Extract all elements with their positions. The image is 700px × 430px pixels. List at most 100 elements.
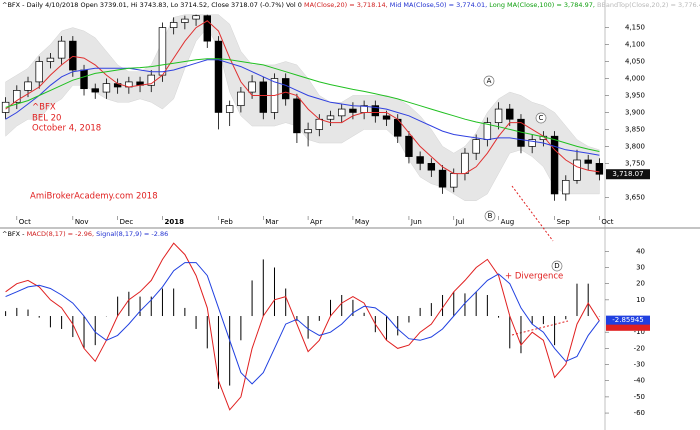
histogram-bar [509,316,511,349]
histogram-bar [442,294,444,317]
histogram-bar [285,288,287,317]
candle-body [237,91,245,107]
y-tick-label: 3,800 [625,142,645,150]
candle-body [147,74,155,86]
histogram-bar [318,316,320,321]
candle-body [472,139,480,154]
histogram-bar [363,312,365,317]
histogram-bar [61,316,63,329]
y-tick-label: -50 [634,393,645,401]
histogram-bar [296,316,298,321]
y-tick-label: 4,100 [625,41,645,49]
marker-circle [551,260,563,272]
x-tick-label: Jul [455,218,465,226]
candle-body [506,108,514,120]
histogram-bar [587,283,589,317]
macd-line [5,242,600,411]
y-tick-label: -10 [634,328,645,336]
histogram-bar [217,316,219,389]
y-tick-label: -40 [634,377,645,385]
header-segment: ^BFX - Daily 4/10/2018 Open 3739.01, Hi … [2,1,304,9]
candle-body [35,61,43,83]
histogram-bar [262,259,264,317]
histogram-bar [27,309,29,317]
histogram-bar [251,280,253,317]
candle-body [550,135,559,195]
histogram-bar [542,316,544,325]
histogram-bar [486,294,488,317]
candle-body [281,78,290,100]
marker-label: A [487,77,492,85]
candle-body [248,81,256,93]
histogram-bar [498,316,500,318]
marker-label: D [554,262,559,270]
signal-tag [606,315,650,325]
y-tick-label: 40 [636,247,645,255]
marker-label: C [539,114,544,122]
histogram-bar [184,307,186,317]
histogram-bar [386,316,388,341]
y-tick-label: 3,900 [625,108,645,116]
candle-body [46,57,55,62]
histogram-bar [565,316,567,320]
histogram-bar [94,316,96,346]
x-tick-label: 2018 [164,218,184,226]
x-tick-label: Dec [120,218,134,226]
header-segment: MACD(8,17) = -2.96, [27,230,95,238]
histogram-bar [273,267,275,317]
histogram-bar [128,291,130,317]
candle-body [461,152,469,174]
x-tick-label: Apr [310,218,322,226]
histogram-bar [72,316,74,338]
trend-arrow [511,185,554,242]
header-segment: BBandTop(Close,20,2) = 3,776.47, BBandBo… [595,1,700,9]
candle-body [494,108,503,123]
histogram-bar [229,316,231,386]
annotation: + Divergence [505,272,563,282]
header-segment: Signal(8,17,9) = -2.86 [94,230,168,238]
histogram-bar [408,316,410,323]
x-tick-label: Oct [601,218,613,226]
moving-average [5,59,600,156]
histogram-bar [419,307,421,317]
candle-body [349,108,357,113]
histogram-bar [38,316,40,318]
histogram-bar [5,311,7,317]
candle-body [80,69,88,90]
marker-label: B [488,212,493,220]
candle-body [326,115,335,120]
candle-body [562,180,570,195]
candle-body [382,115,391,120]
candle-body [371,105,380,117]
x-tick-label: Mar [265,218,278,226]
candle-body [338,108,346,117]
candle-body [24,81,32,91]
y-tick-label: 3,950 [625,91,645,99]
candle-body [69,40,77,71]
marker-circle [483,75,495,87]
candle-body [203,15,211,42]
annotation: ^BFX [32,103,56,113]
histogram-bar [554,316,556,346]
histogram-bar [330,299,332,317]
candle-body [595,163,604,175]
candle-body [259,81,267,113]
histogram-bar [397,316,399,336]
histogram-bar [430,303,432,317]
moving-average [5,58,600,152]
candle-body [416,156,424,164]
header-segment: MA(Close,20) = 3,718.14, [304,1,388,9]
candle-body [315,118,324,130]
macd-tag [606,321,650,331]
x-tick-label: Nov [75,218,89,226]
candle-body [169,22,178,28]
histogram-bar [206,316,208,349]
y-tick-label: 4,000 [625,75,645,83]
x-tick-label: Jun [410,218,422,226]
candle-body [405,135,413,157]
candle-body [293,98,301,134]
candle-body [573,159,581,181]
macd-line [5,262,600,385]
y-tick-label: -30 [634,361,645,369]
x-tick-label: Sep [557,218,571,226]
